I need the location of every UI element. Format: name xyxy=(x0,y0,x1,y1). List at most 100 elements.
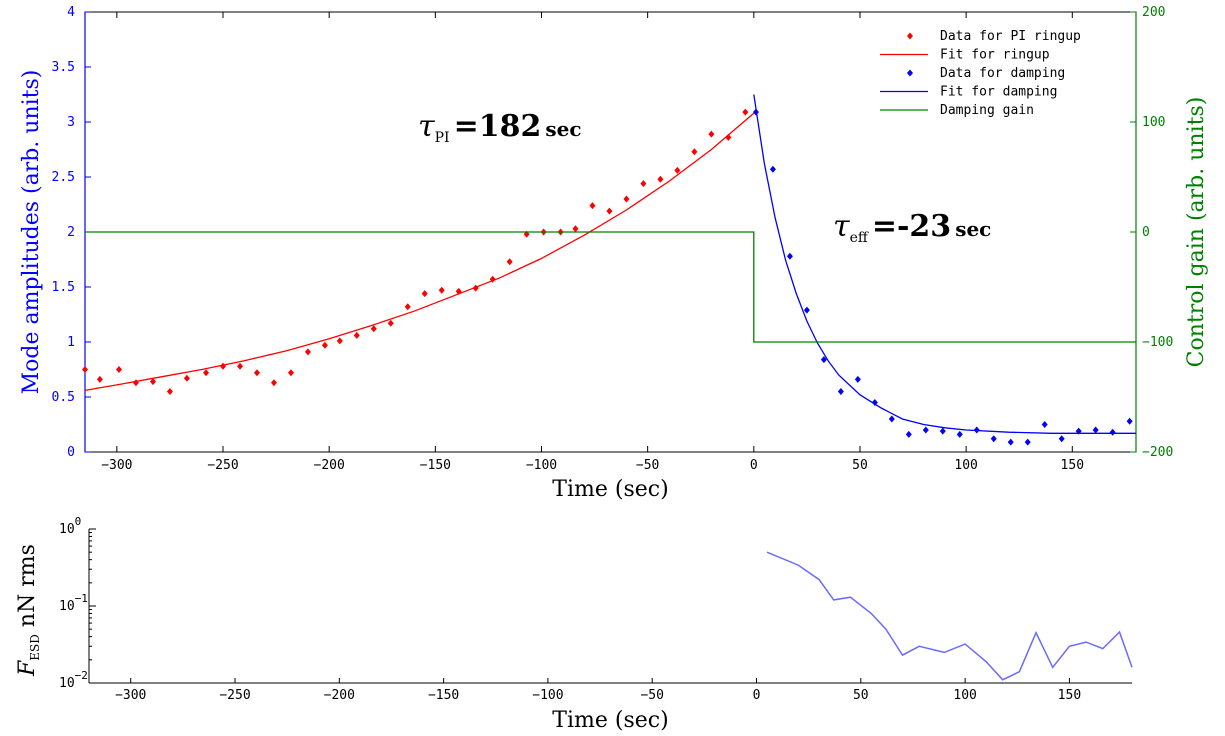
y-label-part: F xyxy=(15,660,40,677)
right-y-tick-label: 100 xyxy=(1142,115,1165,130)
annotation-tau-pi-symbol: τ xyxy=(418,109,435,144)
data-point xyxy=(939,427,946,435)
annotation-tau-pi-unit: sec xyxy=(545,117,581,141)
annotation-tau-pi-value: =182 xyxy=(454,109,542,144)
left-y-tick-label: 0 xyxy=(67,445,75,460)
annotation-tau-pi-subscript: PI xyxy=(435,130,450,146)
top-x-axis-label: Time (sec) xyxy=(552,477,668,502)
force-line xyxy=(766,551,1133,681)
data-point xyxy=(803,306,810,314)
top-x-tick-label: −150 xyxy=(420,458,451,473)
data-point xyxy=(657,175,664,183)
data-point xyxy=(387,319,394,327)
data-point xyxy=(353,331,360,339)
left-y-tick-label: 4 xyxy=(67,5,75,20)
data-point xyxy=(786,252,793,260)
data-point xyxy=(1058,435,1065,443)
top-x-tick-label: 0 xyxy=(750,458,758,473)
right-y-axis-label: Control gain (arb. units) xyxy=(1184,97,1209,368)
data-point xyxy=(336,337,343,345)
data-point xyxy=(96,375,103,383)
bottom-x-tick-label: −300 xyxy=(115,688,146,703)
data-point xyxy=(115,366,122,373)
right-y-tick-label: −100 xyxy=(1142,335,1173,350)
data-point xyxy=(236,362,243,370)
right-y-tick-label: 200 xyxy=(1142,5,1165,20)
data-point xyxy=(1024,438,1031,446)
y-label-part: nN rms xyxy=(15,544,40,634)
data-point xyxy=(304,348,311,356)
data-point xyxy=(990,435,997,443)
top-x-tick-label: −300 xyxy=(101,458,132,473)
top-x-tick-label: −100 xyxy=(526,458,557,473)
legend-entry: Fit for ringup xyxy=(940,48,1050,63)
tick-exponent: −1 xyxy=(75,592,88,605)
data-point xyxy=(270,379,277,387)
data-point xyxy=(438,286,445,294)
data-point xyxy=(287,369,294,377)
data-point xyxy=(623,195,630,203)
bottom-x-tick-label: 50 xyxy=(853,688,869,703)
data-point xyxy=(370,325,377,333)
bottom-plot: −300 −250 −200 −150 −100 −50 0 50 100 15010010−11… xyxy=(15,515,1133,733)
bottom-y-tick-label: 10−1 xyxy=(59,592,88,614)
data-point xyxy=(854,375,861,383)
tick-base: 10 xyxy=(59,676,75,691)
legend-entry: Data for PI ringup xyxy=(940,29,1081,44)
annotation-tau-eff-value: =-23 xyxy=(872,209,951,244)
annotation-tau-eff: τeff =-23 sec xyxy=(833,209,991,246)
legend-marker xyxy=(907,32,913,40)
data-point xyxy=(769,165,776,173)
left-y-tick-label: 0.5 xyxy=(52,390,75,405)
left-y-tick-label: 1 xyxy=(67,335,75,350)
tick-exponent: 0 xyxy=(75,515,82,528)
data-point xyxy=(1109,428,1116,436)
annotation-tau-eff-subscript: eff xyxy=(850,230,869,246)
data-point xyxy=(606,207,613,215)
legend-entry: Damping gain xyxy=(940,103,1034,118)
fit-line xyxy=(84,112,755,392)
top-x-tick-label: −50 xyxy=(636,458,659,473)
data-point xyxy=(572,225,579,233)
data-point xyxy=(820,356,827,364)
data-point xyxy=(674,166,681,174)
right-y-tick-label: 0 xyxy=(1142,225,1150,240)
bottom-y-tick-label: 100 xyxy=(59,515,81,537)
bottom-x-tick-label: −100 xyxy=(532,688,563,703)
data-point xyxy=(149,378,156,386)
legend-entry: Fit for damping xyxy=(940,85,1057,100)
damping-gain-line xyxy=(85,231,1136,343)
top-plot: −300 −250 −200 −150 −100 −50 0 50 100 150 0 0.5 1 1.5… xyxy=(19,5,1209,502)
bottom-y-tick-label: 10−2 xyxy=(59,669,88,691)
bottom-y-axis-label: FESD nN rms xyxy=(15,544,42,677)
data-point xyxy=(691,148,698,156)
data-point xyxy=(640,180,647,188)
bottom-x-tick-label: 150 xyxy=(1058,688,1081,703)
fit-line xyxy=(753,94,1136,434)
bottom-x-tick-label: 0 xyxy=(753,688,761,703)
data-point xyxy=(742,108,749,116)
legend-entry: Data for damping xyxy=(940,66,1065,81)
data-point xyxy=(905,430,912,438)
data-point xyxy=(708,130,715,138)
data-point xyxy=(956,430,963,438)
bottom-x-tick-label: −200 xyxy=(324,688,355,703)
right-y-tick-label: −200 xyxy=(1142,445,1173,460)
top-x-tick-label: −250 xyxy=(207,458,238,473)
data-point xyxy=(1041,421,1048,428)
bottom-x-tick-label: 100 xyxy=(953,688,976,703)
left-y-tick-label: 3 xyxy=(67,115,75,130)
bottom-x-axis-label: Time (sec) xyxy=(552,708,668,733)
left-y-tick-label: 2.5 xyxy=(52,170,75,185)
data-point xyxy=(82,366,88,373)
data-point xyxy=(321,341,328,349)
tick-exponent: −2 xyxy=(75,669,88,682)
top-x-tick-label: 50 xyxy=(852,458,868,473)
annotation-tau-pi: τPI =182 sec xyxy=(418,109,582,146)
y-label-part: ESD xyxy=(28,634,42,661)
annotation-tau-eff-unit: sec xyxy=(955,217,991,241)
left-y-tick-label: 2 xyxy=(67,225,75,240)
data-point xyxy=(1126,417,1133,425)
data-point xyxy=(404,303,411,311)
